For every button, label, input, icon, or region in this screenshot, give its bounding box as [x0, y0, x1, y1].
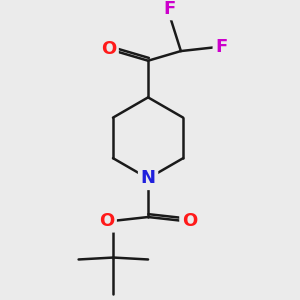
Text: O: O	[99, 212, 114, 230]
Text: O: O	[182, 212, 197, 230]
Text: N: N	[141, 169, 156, 188]
Text: F: F	[163, 0, 176, 18]
Text: F: F	[215, 38, 227, 56]
Text: O: O	[101, 40, 116, 58]
